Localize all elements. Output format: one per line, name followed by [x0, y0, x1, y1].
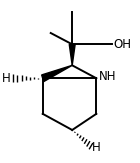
- Polygon shape: [69, 44, 75, 65]
- Text: OH: OH: [114, 38, 132, 51]
- Text: H: H: [2, 72, 10, 85]
- Polygon shape: [42, 65, 72, 82]
- Text: NH: NH: [99, 70, 116, 83]
- Text: H: H: [92, 141, 101, 154]
